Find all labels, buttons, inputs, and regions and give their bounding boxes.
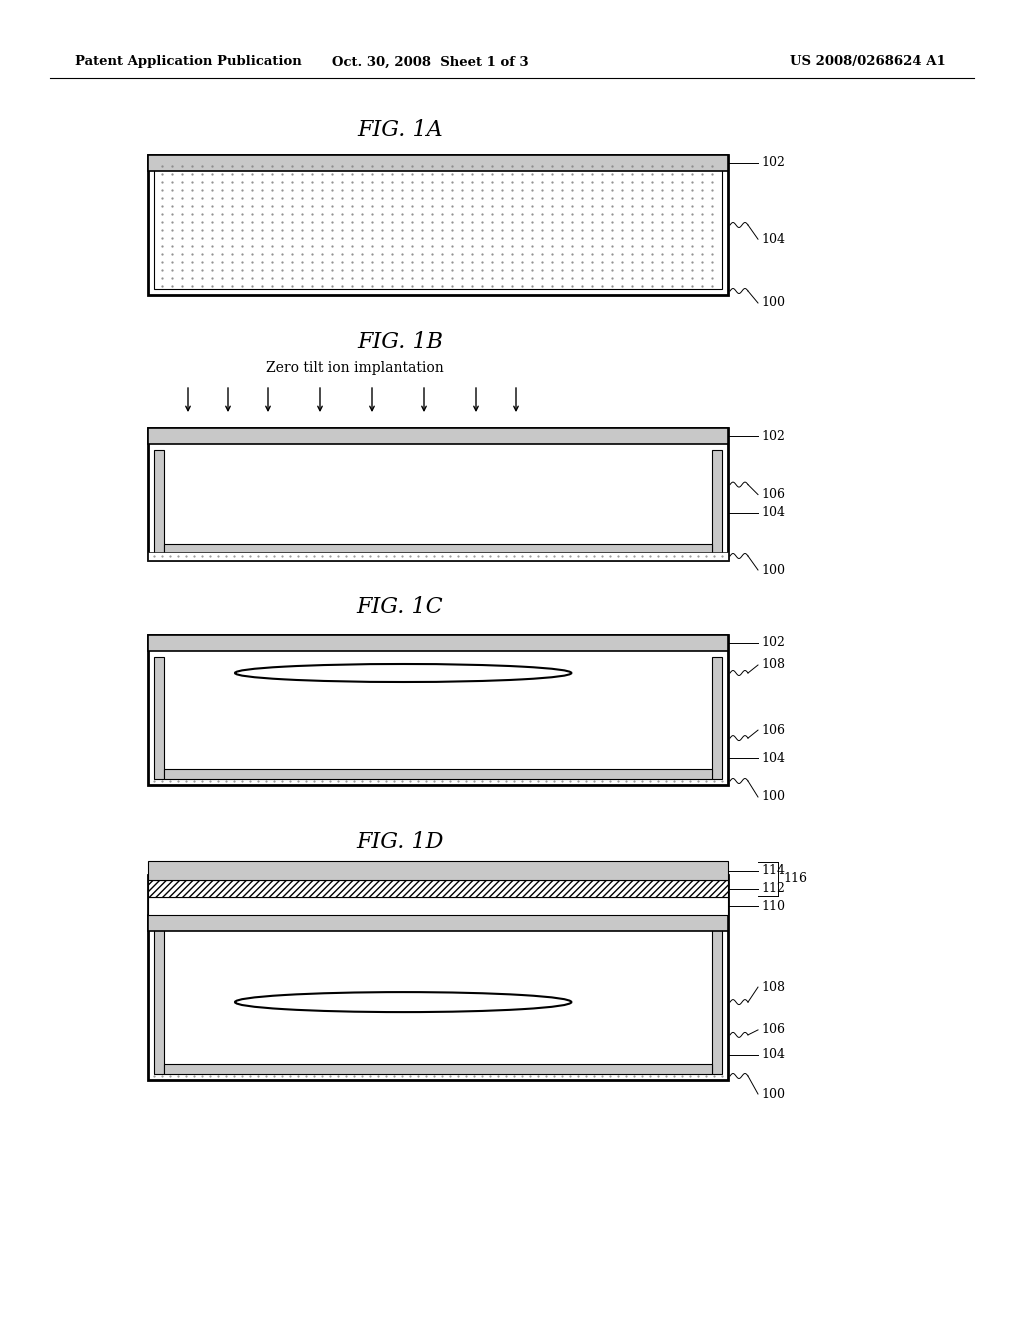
Ellipse shape — [234, 993, 571, 1012]
Text: 104: 104 — [761, 506, 785, 519]
Bar — [148, 154, 728, 294]
Text: 102: 102 — [761, 157, 784, 169]
Bar — [148, 875, 728, 1080]
Text: 102: 102 — [761, 429, 784, 442]
Text: 108: 108 — [761, 659, 785, 672]
Text: 100: 100 — [761, 1088, 785, 1101]
Bar — [148, 428, 728, 444]
Text: US 2008/0268624 A1: US 2008/0268624 A1 — [790, 55, 946, 69]
Bar — [712, 921, 722, 1074]
Text: 100: 100 — [761, 791, 785, 804]
Ellipse shape — [234, 664, 571, 682]
Text: 108: 108 — [761, 981, 785, 994]
Text: 100: 100 — [761, 564, 785, 577]
Text: FIG. 1A: FIG. 1A — [357, 119, 442, 141]
Text: 106: 106 — [761, 1023, 785, 1036]
Bar — [154, 921, 164, 1074]
Text: 100: 100 — [761, 297, 785, 309]
Bar — [164, 770, 712, 779]
Bar — [148, 861, 728, 880]
Bar — [148, 635, 728, 651]
Bar — [148, 880, 728, 898]
Bar — [148, 915, 728, 931]
Bar — [164, 1064, 712, 1074]
Bar — [148, 154, 728, 172]
Text: 116: 116 — [783, 873, 807, 886]
Bar — [154, 161, 722, 289]
Bar — [148, 428, 728, 560]
Text: 104: 104 — [761, 1048, 785, 1061]
Text: 106: 106 — [761, 488, 785, 502]
Bar — [154, 657, 164, 779]
Bar — [164, 544, 712, 554]
Bar — [148, 552, 728, 560]
Text: 104: 104 — [761, 751, 785, 764]
Text: 114: 114 — [761, 865, 785, 876]
Text: Patent Application Publication: Patent Application Publication — [75, 55, 302, 69]
Text: 102: 102 — [761, 636, 784, 649]
Bar — [712, 450, 722, 554]
Text: FIG. 1B: FIG. 1B — [357, 331, 443, 352]
Bar — [154, 450, 164, 554]
Text: FIG. 1D: FIG. 1D — [356, 832, 443, 853]
Text: Zero tilt ion implantation: Zero tilt ion implantation — [266, 360, 443, 375]
Text: Oct. 30, 2008  Sheet 1 of 3: Oct. 30, 2008 Sheet 1 of 3 — [332, 55, 528, 69]
Bar — [148, 635, 728, 785]
Text: 112: 112 — [761, 882, 784, 895]
Text: FIG. 1C: FIG. 1C — [356, 597, 443, 618]
Bar — [712, 657, 722, 779]
Text: 104: 104 — [761, 232, 785, 246]
Text: 110: 110 — [761, 899, 785, 912]
Bar — [148, 898, 728, 915]
Text: 106: 106 — [761, 723, 785, 737]
